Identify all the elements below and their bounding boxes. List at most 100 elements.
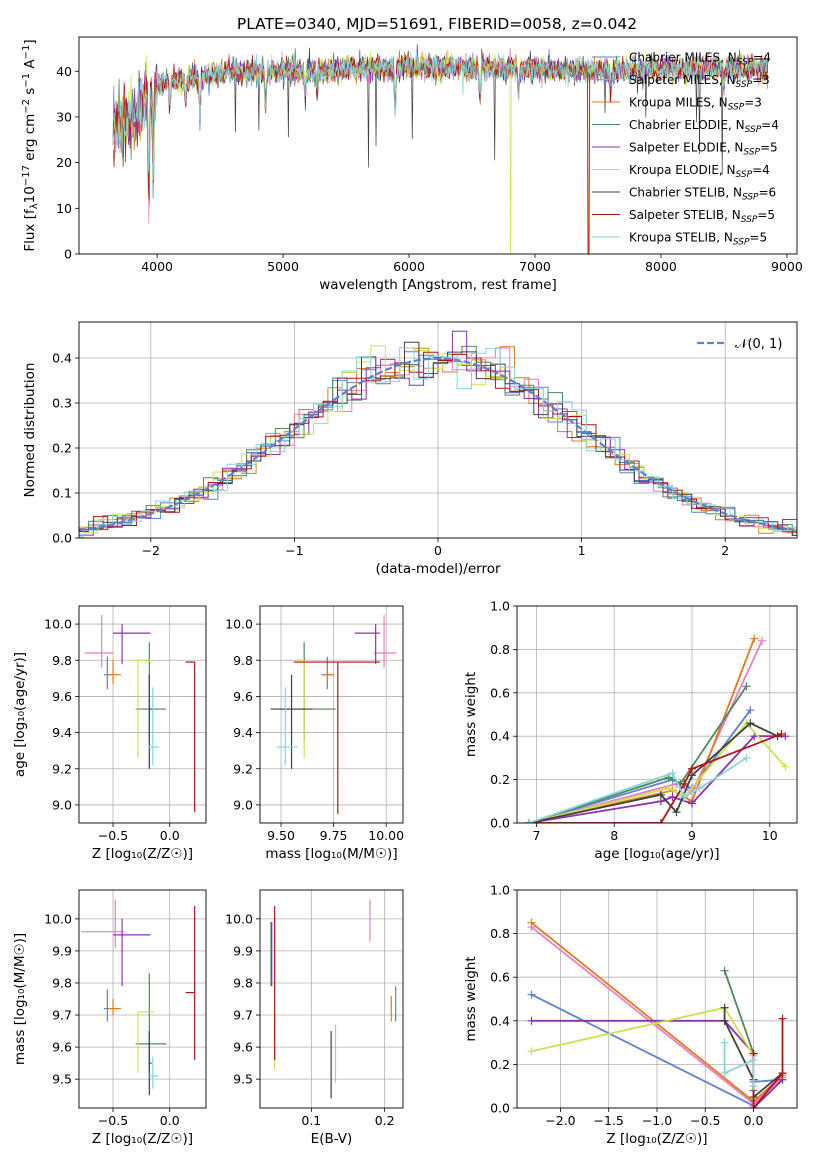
x-axis-label: wavelength [Angstrom, rest frame] — [319, 277, 557, 293]
y-label-part: s — [22, 88, 38, 99]
y-tick-label: 9.8 — [52, 975, 72, 990]
y-tick-label: 0.4 — [52, 351, 72, 366]
y-axis-label: mass weight — [463, 672, 479, 757]
y-label-part: −1 — [21, 73, 32, 88]
x-tick-label: 9.50 — [267, 828, 295, 843]
legend-label-sub: SSP — [745, 125, 762, 135]
axes-frame — [259, 605, 404, 824]
y-tick-label: 0.6 — [490, 685, 510, 700]
x-tick-label: −0.5 — [98, 1113, 128, 1128]
x-tick-label: 4000 — [141, 259, 173, 274]
legend-label: Salpeter MILES, NSSP=3 — [629, 73, 770, 90]
legend-label-value: =4 — [753, 51, 771, 65]
y-tick-label: 9.8 — [233, 653, 253, 668]
x-tick-label: 0.2 — [375, 1113, 395, 1128]
legend-label: Chabrier MILES, NSSP=4 — [629, 51, 771, 68]
y-tick-label: 9.5 — [52, 1072, 72, 1087]
plot-area-age_vs_mass — [270, 615, 397, 814]
plot-area-mass_vs_Z — [81, 899, 196, 1096]
legend-label-text: Salpeter ELODIE, N — [629, 141, 743, 155]
x-axis-label: (data-model)/error — [375, 561, 501, 577]
y-tick-label: 9.0 — [233, 797, 253, 812]
y-tick-label: 9.8 — [233, 975, 253, 990]
axes-frame — [516, 605, 798, 824]
x-tick-label: 0.0 — [160, 828, 180, 843]
x-tick-label: 0.0 — [744, 1113, 764, 1128]
x-tick-label: 0.0 — [160, 1113, 180, 1128]
x-tick-label: 10.00 — [368, 828, 404, 843]
plot-area-age_vs_Z — [84, 615, 196, 813]
grid-mass_vs_Z — [79, 890, 206, 1108]
x-axis-label: age [log₁₀(age/yr)] — [594, 846, 719, 862]
y-axis-label: mass weight — [463, 956, 479, 1041]
y-label-part: −17 — [21, 165, 32, 186]
legend-label-text: Kroupa ELODIE, N — [629, 163, 736, 177]
x-tick-label: 6000 — [393, 259, 425, 274]
legend-label: Kroupa STELIB, NSSP=5 — [629, 231, 767, 248]
x-tick-label: 10 — [762, 828, 778, 843]
mass-weight-line — [723, 1042, 755, 1087]
legend-label-sub: SSP — [736, 80, 753, 90]
panel-mass_vs_Z: −0.5 0.0 9.5 9.6 9.7 9.8 9.9 10.0 Z [log₁₀(Z/Z☉)… — [12, 889, 207, 1147]
x-tick-label: −0.5 — [98, 828, 128, 843]
y-label-part: 10 — [22, 186, 38, 203]
y-tick-label: 9.6 — [233, 689, 253, 704]
panel-mass_weight_vs_age: 7 8 9 10 0.0 0.2 0.4 0.6 0.8 1.0 age [log₁₀(age/yr… — [463, 599, 798, 862]
y-tick-label: 10.0 — [225, 911, 253, 926]
y-axis-label: mass [log₁₀(M/M☉)] — [12, 933, 28, 1065]
y-tick-label: 0.3 — [52, 396, 72, 411]
x-tick-label: −1.0 — [642, 1113, 672, 1128]
y-tick-label: 0.6 — [490, 970, 510, 985]
panels: 4000 5000 6000 7000 8000 9000010203040wavelen… — [12, 36, 803, 1147]
y-tick-label: 10 — [56, 201, 72, 216]
mass-weight-line — [528, 685, 748, 823]
plot-area-spectrum — [112, 44, 769, 254]
legend-label-value: =4 — [761, 118, 779, 132]
x-tick-label: 8 — [610, 828, 618, 843]
y-tick-label: 10.0 — [44, 911, 72, 926]
panel-mass_weight_vs_Z: −2.0 −1.5 −1.0 −0.5 0.0 0.0 0.2 0.4 0.6 0.8 1.0 Z [… — [463, 883, 798, 1147]
legend-label-sub: SSP — [743, 148, 760, 158]
legend-label-value: =4 — [752, 163, 770, 177]
y-tick-label: 0.4 — [490, 729, 510, 744]
legend-label-value: =5 — [760, 141, 778, 155]
legend-label: Kroupa ELODIE, NSSP=4 — [629, 163, 770, 180]
y-tick-label: 0.8 — [490, 642, 510, 657]
legend-label-text: Salpeter MILES, N — [629, 73, 736, 87]
legend-label: Chabrier STELIB, NSSP=6 — [629, 186, 776, 203]
y-tick-label: 0 — [64, 247, 72, 262]
x-tick-label: −2.0 — [545, 1113, 575, 1128]
x-tick-label: 2 — [721, 543, 729, 558]
panel-mass_vs_ebv: 0.1 0.2 9.5 9.6 9.7 9.8 9.9 10.0 E(B-V) — [225, 889, 404, 1147]
y-tick-label: 0.1 — [52, 486, 72, 501]
y-tick-label: 0.8 — [490, 926, 510, 941]
x-tick-label: 7000 — [519, 259, 551, 274]
y-tick-label: 1.0 — [490, 883, 510, 898]
x-axis-label: Z [log₁₀(Z/Z☉)] — [606, 1131, 707, 1147]
legend-label-value: =6 — [759, 186, 777, 200]
x-tick-label: −0.5 — [690, 1113, 720, 1128]
legend-label: 𝒩(0, 1) — [735, 337, 782, 352]
y-label-part: −2 — [21, 99, 32, 114]
figure-title: PLATE=0340, MJD=51691, FIBERID=0058, z=0… — [237, 15, 637, 33]
y-tick-label: 0.2 — [52, 441, 72, 456]
y-axis-label: Flux [fλ10−17 erg cm−2 s−1 A−1] — [21, 39, 40, 251]
legend-label-sub: SSP — [742, 193, 759, 203]
x-tick-label: −1.5 — [594, 1113, 624, 1128]
y-label-part: A — [22, 59, 38, 73]
spectrum-series-line — [113, 50, 768, 175]
legend-label-text: Kroupa STELIB, N — [629, 231, 733, 245]
x-tick-label: 1 — [578, 543, 586, 558]
x-tick-label: −2 — [142, 543, 160, 558]
y-tick-label: 9.4 — [52, 725, 72, 740]
y-tick-label: 20 — [56, 155, 72, 170]
plot-area-mass_weight_vs_age — [524, 634, 790, 823]
x-axis-label: mass [log₁₀(M/M☉)] — [265, 846, 397, 862]
y-tick-label: 9.0 — [52, 797, 72, 812]
legend-label: Salpeter ELODIE, NSSP=5 — [629, 141, 778, 158]
axes-frame — [78, 889, 207, 1109]
x-tick-label: 8000 — [645, 259, 677, 274]
y-tick-label: 9.6 — [233, 1040, 253, 1055]
